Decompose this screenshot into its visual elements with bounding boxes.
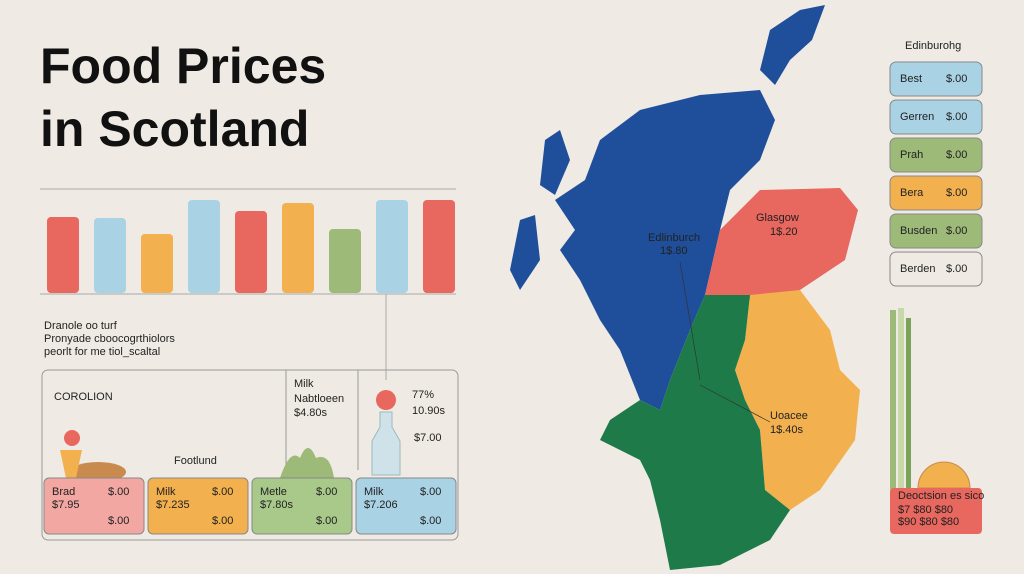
desc: Dranole oo turf: [44, 320, 118, 332]
list: Best $.00 Gerren $.00 Prah $.00 Bera $.00 Busden…: [889, 61, 983, 287]
bar: [282, 203, 314, 293]
card: [43, 477, 145, 535]
panel-percent: 77%: [412, 389, 434, 401]
bar: [376, 200, 408, 293]
card-sub: $7.80s: [260, 499, 294, 511]
list-price: $.00: [946, 149, 967, 161]
decoration: [890, 308, 971, 490]
stalk: [898, 308, 904, 490]
icon: [70, 462, 126, 482]
list-name: Best: [900, 73, 922, 85]
list-name: Gerren: [900, 111, 934, 123]
bar: [188, 200, 220, 293]
panel: [41, 369, 459, 541]
island: [510, 130, 570, 290]
title-line: in Scotland: [40, 101, 309, 157]
leader: [679, 261, 701, 381]
list-price: $.00: [946, 225, 967, 237]
list-name: Busden: [900, 225, 937, 237]
map-value: 1$.20: [770, 226, 798, 238]
map-label: Uoacee: [770, 410, 808, 422]
list-item: [889, 99, 983, 135]
stalk: [890, 310, 896, 490]
card: [251, 477, 353, 535]
list-price: $.00: [946, 187, 967, 199]
card-price: $.00: [316, 486, 337, 498]
card-price: $.00: [108, 486, 129, 498]
list-item: [889, 213, 983, 249]
bar: [141, 234, 173, 293]
bar-chart: [47, 200, 455, 293]
list-item: [889, 251, 983, 287]
card-price: $.00: [108, 515, 129, 527]
desc: peorlt for me tiol_scaltal: [44, 346, 160, 358]
card-sub: $7.235: [156, 499, 190, 511]
panel-item: Milk: [294, 378, 314, 390]
note-title: Deoctsion es sico: [898, 490, 984, 502]
icon: [280, 448, 334, 478]
cards: Brad $.00 $7.95 $.00 Milk $.00 $7.235 $.00 Metle…: [43, 477, 457, 535]
icon: [371, 411, 401, 476]
stalk: [906, 318, 911, 490]
card-price: $.00: [316, 515, 337, 527]
panel-label: COROLION: [54, 391, 113, 403]
map-value: 1$.40s: [770, 424, 804, 436]
panel-percent-sub: 10.90s: [412, 405, 446, 417]
desc: Pronyade cboocogrthiolors: [44, 333, 175, 345]
card-name: Milk: [364, 486, 384, 498]
card-sub: $7.95: [52, 499, 80, 511]
card: [147, 477, 249, 535]
card-name: Milk: [156, 486, 176, 498]
map-label: Glasgow: [756, 212, 799, 224]
icon: [376, 390, 396, 410]
card-name: Metle: [260, 486, 287, 498]
card: [355, 477, 457, 535]
card-price: $.00: [420, 515, 441, 527]
map: [510, 5, 860, 570]
icon: [60, 450, 82, 478]
card-sub: $7.206: [364, 499, 398, 511]
leader: [699, 384, 771, 423]
panel-big-price: $7.00: [414, 432, 442, 444]
list-item: [889, 175, 983, 211]
icon: [64, 430, 80, 446]
list-item: [889, 61, 983, 97]
list-title: Edinburohg: [905, 40, 961, 52]
panel-footer: Footlund: [174, 455, 217, 467]
title-line: Food Prices: [40, 38, 326, 94]
list-name: Prah: [900, 149, 923, 161]
region: [555, 90, 775, 410]
panel-price: $4.80s: [294, 407, 328, 419]
list-item: [889, 137, 983, 173]
bar: [329, 229, 361, 293]
list-price: $.00: [946, 263, 967, 275]
bar: [47, 217, 79, 293]
region: [600, 295, 790, 570]
list-price: $.00: [946, 73, 967, 85]
card-price: $.00: [212, 515, 233, 527]
bar: [423, 200, 455, 293]
card-name: Brad: [52, 486, 75, 498]
list-name: Bera: [900, 187, 924, 199]
icon: [917, 461, 971, 489]
island: [760, 5, 825, 85]
map-value: 1$.80: [660, 245, 688, 257]
bar: [94, 218, 126, 293]
bar: [235, 211, 267, 293]
panel-sub: Nabtloeen: [294, 393, 344, 405]
card-price: $.00: [212, 486, 233, 498]
note-card: [890, 488, 982, 534]
list-name: Berden: [900, 263, 935, 275]
region: [705, 188, 858, 300]
note-line: $90 $80 $80: [898, 516, 959, 528]
list-price: $.00: [946, 111, 967, 123]
note-line: $7 $80 $80: [898, 504, 953, 516]
card-price: $.00: [420, 486, 441, 498]
region: [735, 290, 860, 510]
map-label: Edlinburch: [648, 232, 700, 244]
